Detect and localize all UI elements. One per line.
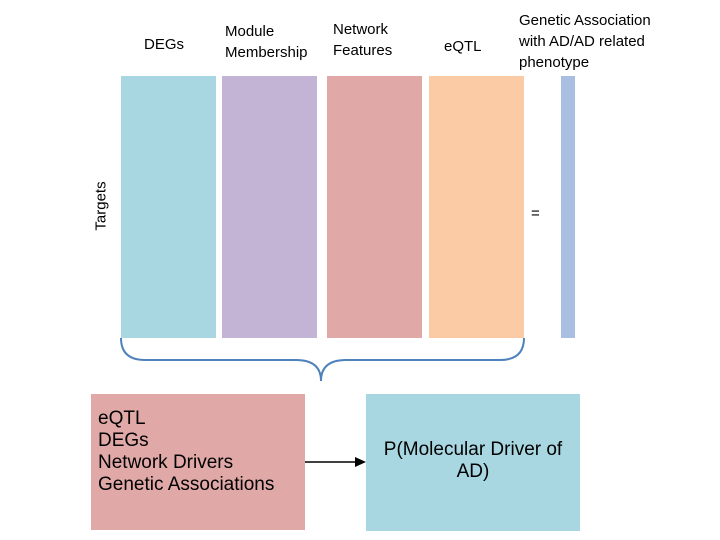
output-label: P(Molecular Driver of AD) (383, 438, 563, 482)
column-label-eqtl: eQTL (444, 38, 482, 55)
column-label-degs: DEGs (144, 36, 185, 53)
input-feature-eqtl: eQTL (98, 408, 146, 429)
result-label: Genetic Association with AD/AD related p… (519, 12, 651, 71)
column-bar-eqtl (429, 76, 524, 338)
equals-sign: = (531, 205, 540, 222)
result-bar (561, 76, 575, 338)
input-features-box: eQTL DEGs Network Drivers Genetic Associ… (91, 394, 305, 530)
column-bar-module-membership (222, 76, 317, 338)
column-label-network-features: Network Features (333, 21, 393, 59)
input-feature-genetic-associations: Genetic Associations (98, 474, 275, 495)
input-feature-degs: DEGs (98, 430, 149, 451)
column-bar-degs (121, 76, 216, 338)
input-feature-network-drivers: Network Drivers (98, 452, 234, 473)
output-probability-box: P(Molecular Driver of AD) (366, 394, 580, 531)
column-label-module-membership: Module Membership (225, 23, 308, 61)
column-bar-network-features (327, 76, 422, 338)
